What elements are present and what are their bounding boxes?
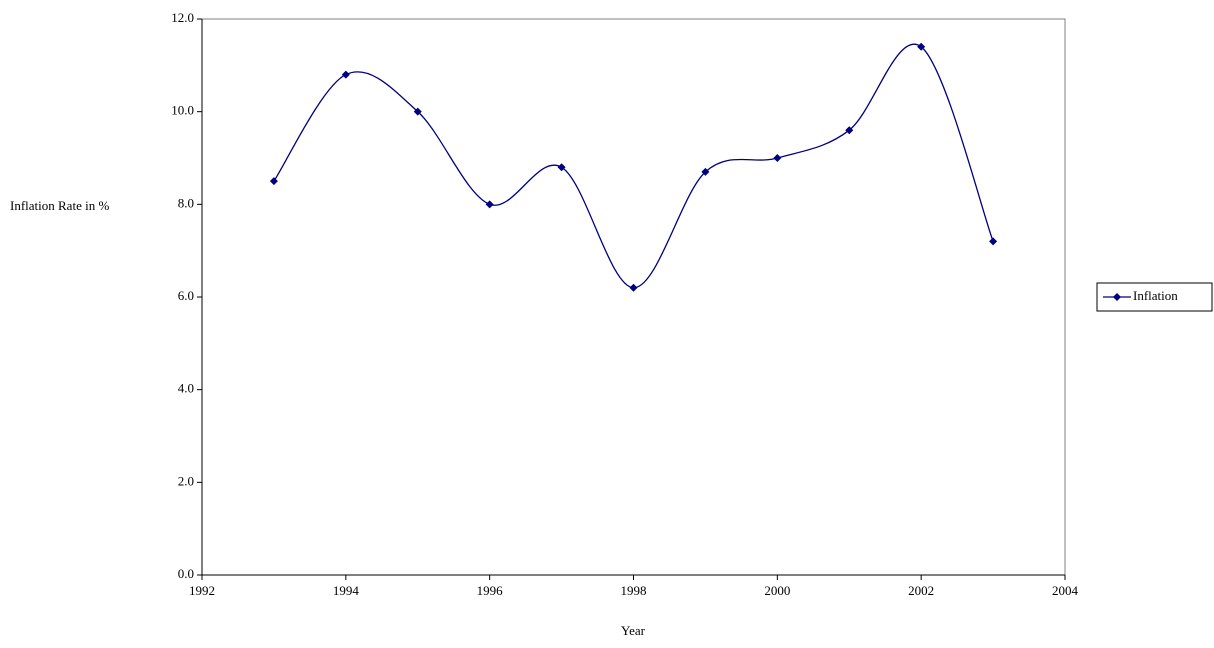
data-point (485, 200, 494, 209)
plot-area (201, 18, 1066, 576)
data-point (917, 42, 926, 51)
y-tick-label: 6.0 (178, 288, 194, 303)
data-point (413, 107, 422, 116)
x-tick-label: 1994 (333, 583, 360, 598)
data-point (989, 237, 998, 246)
y-tick-label: 2.0 (178, 473, 194, 488)
series-line (273, 43, 994, 289)
x-tick-label: 2000 (764, 583, 790, 598)
legend-marker (1113, 293, 1121, 301)
data-point (701, 167, 710, 176)
data-point (629, 283, 638, 292)
data-point (557, 163, 566, 172)
y-tick-label: 10.0 (171, 103, 194, 118)
y-tick-label: 4.0 (178, 381, 194, 396)
data-point (773, 154, 782, 162)
y-tick-label: 8.0 (178, 195, 194, 210)
x-tick-label: 1992 (189, 583, 215, 598)
x-tick-label: 2004 (1052, 583, 1079, 598)
data-point (341, 70, 350, 79)
y-axis-label: Inflation Rate in % (10, 198, 109, 213)
data-point (269, 177, 278, 186)
x-tick-label: 2002 (908, 583, 934, 598)
data-point (845, 126, 854, 135)
x-axis-label: Year (621, 623, 646, 638)
x-tick-label: 1998 (621, 583, 647, 598)
y-tick-label: 12.0 (171, 10, 194, 25)
x-tick-label: 1996 (477, 583, 504, 598)
y-tick-label: 0.0 (178, 566, 194, 581)
legend-label: Inflation (1133, 288, 1178, 303)
